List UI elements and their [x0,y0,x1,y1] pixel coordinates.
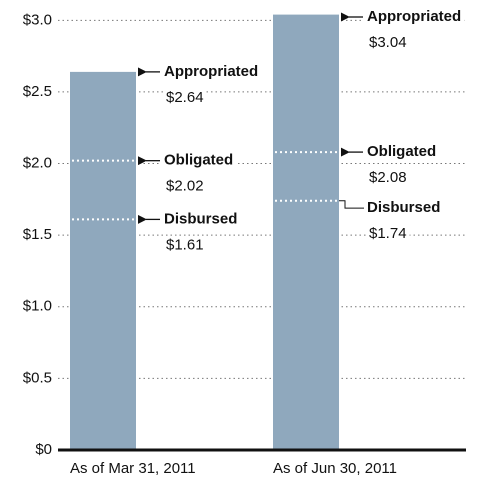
value-label: $1.61 [166,236,204,253]
label-bg [364,7,465,25]
label-bg [163,236,207,254]
value-label: $2.64 [166,89,204,106]
x-tick-label: As of Jun 30, 2011 [273,460,397,477]
y-tick-label: $3.0 [23,11,52,28]
y-tick-label: $1.0 [23,298,52,315]
y-tick-label: $1.5 [23,226,52,243]
value-label: $3.04 [369,34,407,51]
series-label: Obligated [164,152,233,169]
y-tick-label: $0 [35,441,52,458]
series-label: Disbursed [164,210,237,227]
x-tick-label: As of Mar 31, 2011 [70,460,196,477]
series-label: Obligated [367,143,436,160]
bars [70,14,359,451]
label-bg [366,225,410,243]
labels: Appropriated $2.64 Obligated $2.02 Disbursed… [137,7,465,254]
bar [273,14,339,451]
series-label: Appropriated [164,63,258,80]
label-bg [364,199,444,217]
value-label: $1.74 [369,225,407,242]
y-tick-label: $2.0 [23,155,52,172]
label-bg [163,88,207,106]
label-bg [366,33,410,51]
value-label: $2.08 [369,169,407,186]
connector [339,200,364,209]
label-bg [161,62,262,80]
bar [70,71,136,450]
label-bg [161,151,237,169]
value-label: $2.02 [166,178,204,195]
series-label: Appropriated [367,8,461,25]
label-bg [366,169,410,187]
label-bg [161,210,241,228]
label-bg [163,177,207,195]
y-tick-label: $0.5 [23,369,52,386]
y-tick-label: $2.5 [23,83,52,100]
label-bg [364,143,440,161]
series-label: Disbursed [367,199,440,216]
